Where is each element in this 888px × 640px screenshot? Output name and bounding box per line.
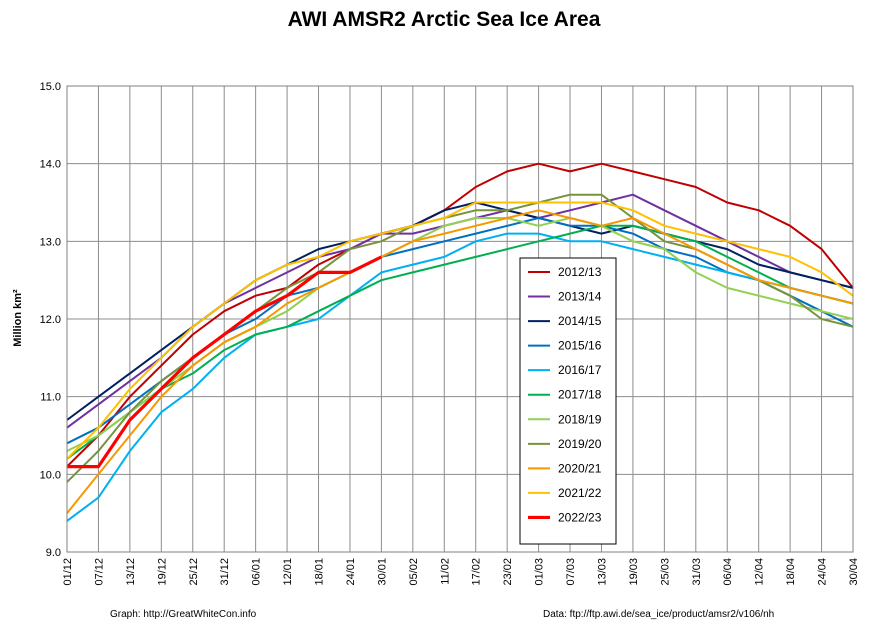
y-tick-label: 14.0 <box>40 159 61 171</box>
series-line <box>66 209 854 514</box>
x-tick-label: 07/03 <box>565 558 577 586</box>
x-tick-label: 24/04 <box>817 558 829 586</box>
y-tick-label: 15.0 <box>40 81 61 93</box>
series-lines <box>66 162 854 522</box>
plot-area-border <box>66 85 854 553</box>
x-tick-label: 25/03 <box>659 558 671 586</box>
x-tick-label: 30/04 <box>848 558 860 586</box>
x-tick-label: 06/04 <box>722 558 734 586</box>
x-tick-label: 12/01 <box>282 558 294 586</box>
y-tick-label: 9.0 <box>46 547 61 559</box>
series-line <box>66 232 854 522</box>
series-line <box>66 201 854 421</box>
x-tick-label: 18/04 <box>785 558 797 586</box>
x-tick-label: 07/12 <box>93 558 105 586</box>
x-tick-label: 06/01 <box>251 558 263 586</box>
legend-entry: 2021/22 <box>558 486 602 500</box>
legend-entry: 2017/18 <box>558 388 602 402</box>
y-tick-label: 10.0 <box>40 469 61 481</box>
x-tick-label: 25/12 <box>188 558 200 586</box>
x-tick-labels: 01/12 07/12 13/12 19/12 25/12 31/12 06/01 12/01… <box>62 558 860 586</box>
y-tick-label: 13.0 <box>40 236 61 248</box>
x-tick-label: 19/03 <box>628 558 640 586</box>
x-tick-label: 17/02 <box>471 558 483 586</box>
y-tick-label: 12.0 <box>40 314 61 326</box>
series-line <box>66 224 854 460</box>
x-tick-label: 01/12 <box>62 558 74 586</box>
x-tick-label: 11/02 <box>439 558 451 585</box>
legend-entry: 2015/16 <box>558 339 602 353</box>
legend-box <box>519 257 617 545</box>
x-tick-label: 31/12 <box>219 558 231 586</box>
legend-entry: 2016/17 <box>558 363 602 377</box>
x-tick-label: 12/04 <box>754 558 766 586</box>
x-tick-label: 13/12 <box>125 558 137 586</box>
series-line <box>67 255 383 469</box>
graph-source-credit: Graph: http://GreatWhiteCon.info <box>110 609 257 620</box>
series-line <box>66 217 854 445</box>
x-tick-label: 23/02 <box>502 558 514 586</box>
legend-entry: 2020/21 <box>558 461 602 475</box>
x-tick-label: 01/03 <box>534 558 546 586</box>
legend-entry: 2014/15 <box>558 314 602 328</box>
x-tick-label: 05/02 <box>408 558 420 586</box>
x-tick-label: 18/01 <box>314 558 326 586</box>
legend: 2012/13 2013/14 2014/15 2015/16 2016/17 2017/… <box>519 257 617 545</box>
x-tick-label: 24/01 <box>345 558 357 586</box>
x-tick-label: 19/12 <box>156 558 168 586</box>
legend-entry: 2019/20 <box>558 437 602 451</box>
x-tick-label: 30/01 <box>376 558 388 586</box>
series-line <box>66 162 854 468</box>
chart-title: AWI AMSR2 Arctic Sea Ice Area <box>287 8 601 31</box>
legend-entry: 2012/13 <box>558 265 602 279</box>
x-tick-label: 13/03 <box>596 558 608 586</box>
data-source-credit: Data: ftp://ftp.awi.de/sea_ice/product/a… <box>543 609 775 620</box>
x-tick-label: 31/03 <box>691 558 703 586</box>
legend-entry: 2018/19 <box>558 412 602 426</box>
grid-lines <box>66 85 854 553</box>
y-tick-labels: 9.0 10.0 11.0 12.0 13.0 14.0 15.0 <box>40 81 61 559</box>
legend-entry: 2013/14 <box>558 290 602 304</box>
legend-entry: 2022/23 <box>558 510 602 524</box>
series-line <box>66 201 854 460</box>
y-tick-label: 11.0 <box>40 392 61 404</box>
